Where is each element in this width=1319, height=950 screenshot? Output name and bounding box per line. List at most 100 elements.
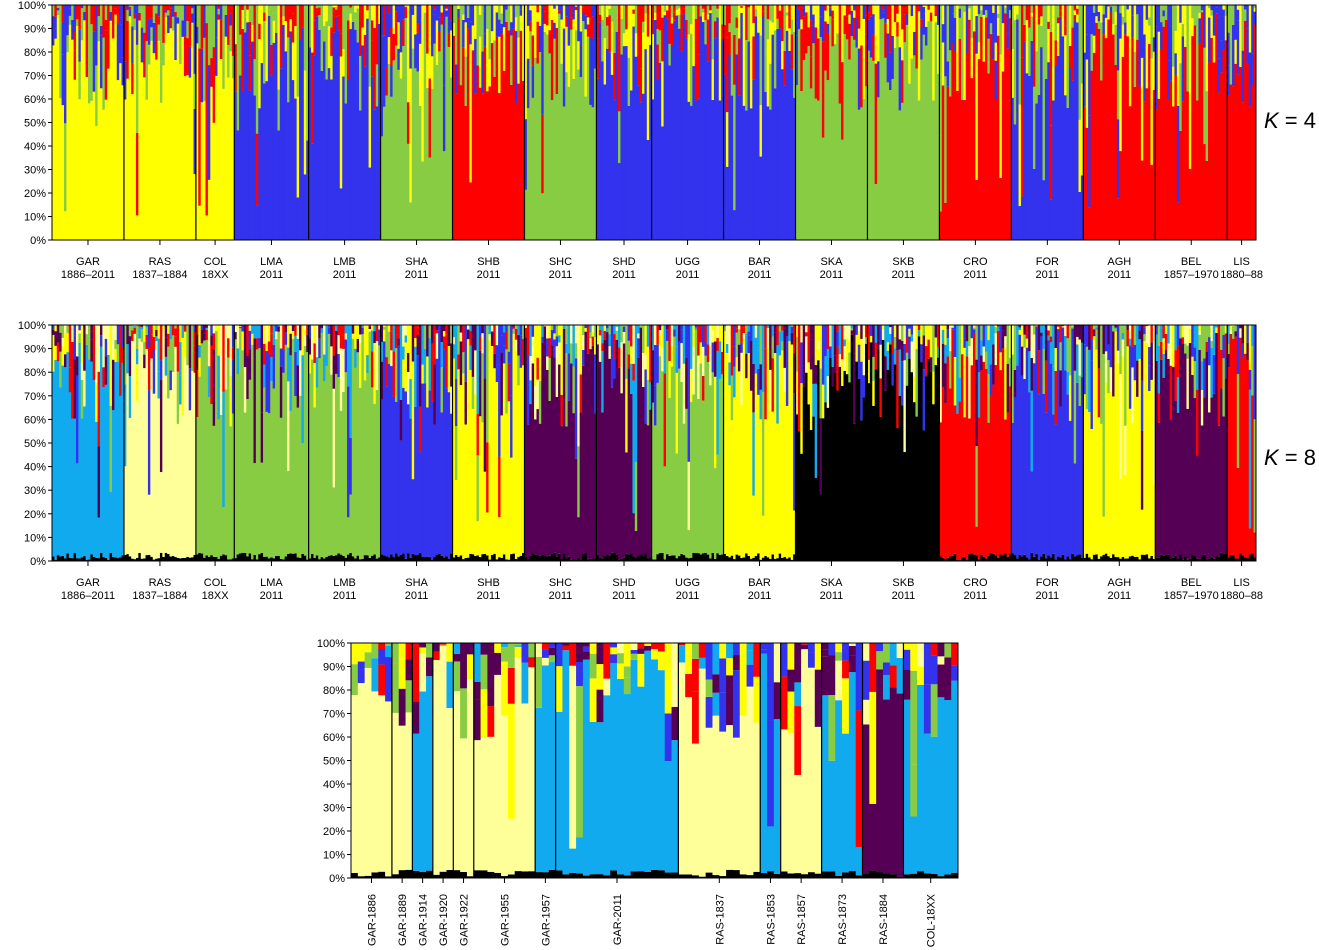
- bar-segment-purple: [639, 327, 643, 555]
- bar-segment-yellow: [753, 676, 761, 723]
- bar-segment-yellow: [795, 325, 799, 337]
- bar-segment-green: [835, 652, 843, 661]
- bar-segment-yellow: [1025, 20, 1029, 74]
- bar-segment-blue: [869, 16, 873, 58]
- bar-segment-blue: [342, 76, 346, 241]
- bar-segment-lightyellow: [917, 643, 925, 667]
- bar-segment-cyan: [121, 362, 125, 556]
- bar-segment-black: [694, 553, 698, 561]
- bar-segment-black: [800, 453, 804, 561]
- bar-segment-red: [1232, 338, 1235, 555]
- bar-segment-red: [505, 21, 509, 241]
- bar-segment-blue: [970, 325, 974, 339]
- bar-segment-yellow: [817, 349, 820, 361]
- bar-segment-green: [642, 325, 645, 353]
- bar-segment-red: [939, 422, 943, 557]
- bar-segment-lightyellow: [670, 325, 674, 347]
- bar-segment-red: [639, 68, 643, 103]
- bar-segment-black: [1246, 558, 1250, 561]
- bar-segment-cyan: [618, 325, 621, 341]
- bar-segment-purple: [330, 325, 334, 347]
- bar-segment-blue: [740, 12, 744, 240]
- bar-segment-green: [210, 404, 214, 556]
- bar-segment-red: [800, 29, 804, 92]
- bar-segment-cyan: [80, 418, 84, 558]
- bar-segment-yellow: [217, 19, 221, 241]
- bar-segment-yellow: [1080, 83, 1084, 176]
- bar-segment-cyan: [255, 325, 259, 339]
- bar-segment-red: [987, 422, 991, 556]
- bar-segment-blue: [620, 54, 624, 240]
- bar-segment-lightyellow: [248, 325, 252, 331]
- bar-segment-red: [1174, 350, 1178, 401]
- bar-segment-yellow: [63, 211, 67, 240]
- bar-segment-green: [853, 39, 856, 240]
- bar-segment-green: [56, 10, 60, 15]
- bar-segment-yellow: [411, 361, 415, 381]
- bar-segment-blue: [812, 14, 816, 26]
- bar-segment-red: [1138, 86, 1142, 241]
- bar-segment-black: [865, 343, 868, 561]
- bar-segment-yellow: [54, 345, 58, 360]
- y-tick-label: 50%: [323, 756, 345, 768]
- bar-segment-lightyellow: [692, 743, 700, 876]
- bar-segment-red: [596, 38, 600, 79]
- bar-segment-red: [1174, 75, 1178, 240]
- population-code: SHB: [477, 577, 500, 589]
- bar-segment-lightyellow: [487, 736, 495, 872]
- bar-segment-green: [1095, 325, 1099, 328]
- bar-segment-green: [1068, 325, 1072, 376]
- bar-segment-green: [205, 340, 209, 556]
- bar-segment-blue: [387, 364, 391, 558]
- bar-segment-red: [1227, 367, 1231, 558]
- bar-segment-black: [1052, 553, 1055, 561]
- bar-segment-yellow: [812, 5, 816, 15]
- bar-segment-cyan: [107, 355, 110, 560]
- bar-segment-blue: [109, 11, 113, 21]
- bar-segment-yellow: [862, 35, 866, 100]
- bar-segment-red: [466, 28, 470, 241]
- bar-segment-lightyellow: [814, 726, 822, 874]
- bar-segment-red: [865, 15, 868, 35]
- bar-segment-blue: [524, 119, 528, 190]
- bar-segment-purple: [246, 355, 250, 400]
- bar-segment-green: [903, 42, 907, 241]
- bar-segment-black: [462, 559, 465, 561]
- bar-segment-cyan: [937, 347, 940, 358]
- bar-segment-purple: [426, 657, 434, 677]
- bar-segment-red: [740, 325, 744, 343]
- bar-segment-yellow: [282, 16, 286, 25]
- bar-segment-black: [405, 869, 413, 878]
- bar-segment-red: [879, 378, 883, 417]
- bar-segment-cyan: [812, 383, 816, 417]
- bar-segment-green: [203, 54, 206, 102]
- bar-segment-blue: [275, 325, 278, 332]
- bar-segment-yellow: [1140, 509, 1144, 555]
- bar-segment-blue: [891, 353, 895, 386]
- bar-segment-green: [1032, 325, 1036, 335]
- bar-segment-black: [801, 874, 809, 878]
- bar-segment-cyan: [380, 341, 384, 362]
- bar-segment-green: [1056, 5, 1060, 18]
- bar-segment-green: [306, 5, 310, 45]
- bar-segment-yellow: [114, 14, 118, 241]
- bar-segment-red: [231, 5, 235, 56]
- bar-segment-yellow: [95, 382, 98, 422]
- bar-segment-lightyellow: [848, 325, 852, 342]
- bar-segment-purple: [996, 325, 1000, 327]
- bar-segment-red: [838, 5, 842, 39]
- bar-segment-yellow: [373, 5, 377, 28]
- bar-segment-red: [606, 16, 609, 26]
- bar-segment-blue: [481, 51, 485, 94]
- bar-segment-yellow: [1073, 10, 1077, 15]
- bar-segment-green: [932, 325, 936, 372]
- bar-segment-black: [323, 558, 326, 561]
- bar-segment-green: [59, 5, 62, 23]
- bar-segment-cyan: [726, 643, 734, 659]
- bar-segment-black: [1124, 558, 1127, 561]
- population-years: 1886–2011: [61, 590, 115, 602]
- bar-segment-black: [949, 556, 952, 561]
- bar-segment-green: [66, 35, 70, 53]
- bar-segment-green: [1232, 326, 1235, 329]
- bar-segment-black: [1236, 558, 1240, 561]
